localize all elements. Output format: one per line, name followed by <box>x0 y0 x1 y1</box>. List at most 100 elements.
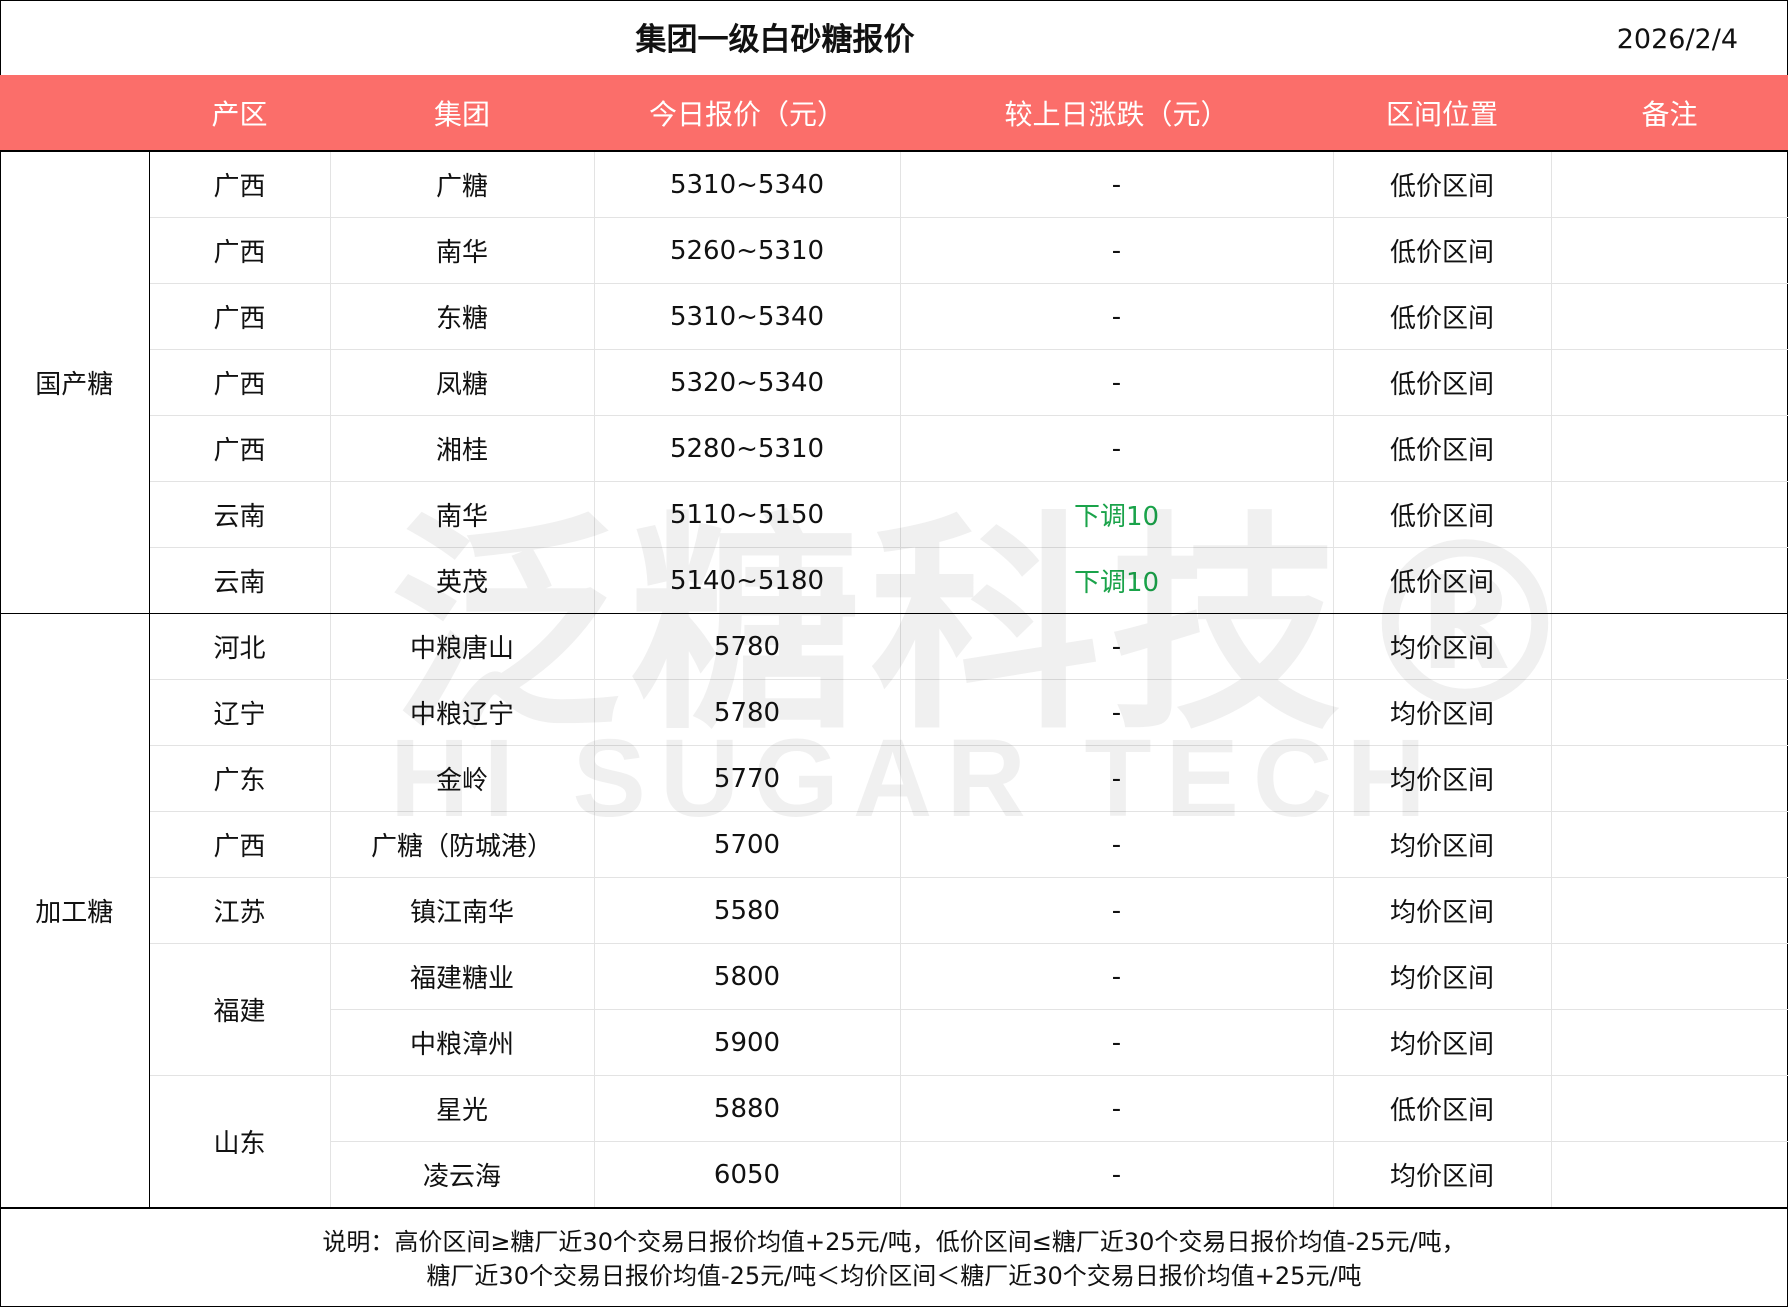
price-cell: 5780 <box>594 613 901 680</box>
note-cell <box>1551 1009 1788 1076</box>
position-cell: 均价区间 <box>1333 877 1552 944</box>
change-cell: - <box>900 415 1334 482</box>
position-cell: 均价区间 <box>1333 943 1552 1010</box>
change-cell: 下调10 <box>900 547 1334 614</box>
table-row: 广西 凤糖 5320~5340- 低价区间 <box>0 349 1788 416</box>
footnote-line1: 说明：高价区间≥糖厂近30个交易日报价均值+25元/吨，低价区间≤糖厂近30个交… <box>322 1227 1466 1256</box>
change-cell: - <box>900 613 1334 680</box>
price-cell: 5280~5310 <box>594 415 901 482</box>
table-row: 广西 南华 5260~5310- 低价区间 <box>0 217 1788 284</box>
note-cell <box>1551 151 1788 218</box>
group-cell: 凤糖 <box>330 349 595 416</box>
date: 2026/2/4 <box>1616 24 1738 55</box>
region-cell: 云南 <box>149 481 331 548</box>
table-row: 云南 南华 5110~5150 下调10 低价区间 <box>0 481 1788 548</box>
table-row: 广东 金岭 5770- 均价区间 <box>0 745 1788 812</box>
header-row: 产区 集团 今日报价（元） 较上日涨跌（元） 区间位置 备注 <box>0 75 1788 152</box>
group-cell: 福建糖业 <box>330 943 595 1010</box>
region-cell: 辽宁 <box>149 679 331 746</box>
position-cell: 均价区间 <box>1333 613 1552 680</box>
position-cell: 低价区间 <box>1333 151 1552 218</box>
group-cell: 中粮辽宁 <box>330 679 595 746</box>
price-cell: 5260~5310 <box>594 217 901 284</box>
position-cell: 低价区间 <box>1333 217 1552 284</box>
table-row: 辽宁 中粮辽宁 5780- 均价区间 <box>0 679 1788 746</box>
position-cell: 低价区间 <box>1333 481 1552 548</box>
region-cell: 广西 <box>149 217 331 284</box>
change-cell: - <box>900 943 1334 1010</box>
region-cell: 广西 <box>149 349 331 416</box>
col-header-position: 区间位置 <box>1333 75 1551 152</box>
region-cell: 福建 <box>149 943 331 1076</box>
price-cell: 5310~5340 <box>594 283 901 350</box>
region-cell: 广西 <box>149 283 331 350</box>
price-cell: 5800 <box>594 943 901 1010</box>
change-cell: - <box>900 679 1334 746</box>
price-cell: 5770 <box>594 745 901 812</box>
position-cell: 低价区间 <box>1333 283 1552 350</box>
footnote: 说明：高价区间≥糖厂近30个交易日报价均值+25元/吨，低价区间≤糖厂近30个交… <box>0 1207 1788 1308</box>
table-row: 云南 英茂 5140~5180 下调10 低价区间 <box>0 547 1788 614</box>
note-cell <box>1551 481 1788 548</box>
region-cell: 广西 <box>149 415 331 482</box>
price-table: 产区 集团 今日报价（元） 较上日涨跌（元） 区间位置 备注 国产糖 广西 广糖 53… <box>0 75 1788 1208</box>
group-cell: 南华 <box>330 481 595 548</box>
table-row: 江苏 镇江南华 5580- 均价区间 <box>0 877 1788 944</box>
table-row: 广西 东糖 5310~5340- 低价区间 <box>0 283 1788 350</box>
region-cell: 江苏 <box>149 877 331 944</box>
group-cell: 广糖（防城港） <box>330 811 595 878</box>
table-row: 加工糖 河北 中粮唐山 5780- 均价区间 <box>0 613 1788 1208</box>
position-cell: 低价区间 <box>1333 1075 1552 1142</box>
group-cell: 金岭 <box>330 745 595 812</box>
group-cell: 广糖 <box>330 151 595 218</box>
price-cell: 5880 <box>594 1075 901 1142</box>
change-cell: - <box>900 1075 1334 1142</box>
change-cell: 下调10 <box>900 481 1334 548</box>
price-cell: 5110~5150 <box>594 481 901 548</box>
change-cell: - <box>900 151 1334 218</box>
group-cell: 东糖 <box>330 283 595 350</box>
group-cell: 英茂 <box>330 547 595 614</box>
table-row: 凌云海 6050- 均价区间 <box>0 1141 1788 1208</box>
title-row: 集团一级白砂糖报价 2026/2/4 <box>0 0 1788 75</box>
col-header-note: 备注 <box>1551 75 1788 152</box>
change-cell: - <box>900 349 1334 416</box>
note-cell <box>1551 679 1788 746</box>
group-cell: 镇江南华 <box>330 877 595 944</box>
col-header-price: 今日报价（元） <box>594 75 900 152</box>
page-title: 集团一级白砂糖报价 <box>635 22 915 58</box>
position-cell: 低价区间 <box>1333 415 1552 482</box>
region-cell: 广西 <box>149 151 331 218</box>
group-cell: 星光 <box>330 1075 595 1142</box>
note-cell <box>1551 811 1788 878</box>
table-row: 国产糖 广西 广糖 5310~5340- 低价区间 <box>0 151 1788 614</box>
change-cell: - <box>900 745 1334 812</box>
table-row: 广西 广糖（防城港） 5700- 均价区间 <box>0 811 1788 878</box>
note-cell <box>1551 1141 1788 1208</box>
group-cell: 中粮唐山 <box>330 613 595 680</box>
col-header-region: 产区 <box>149 75 330 152</box>
col-header <box>0 75 149 152</box>
change-cell: - <box>900 217 1334 284</box>
group-cell: 凌云海 <box>330 1141 595 1208</box>
note-cell <box>1551 349 1788 416</box>
note-cell <box>1551 1075 1788 1142</box>
table-row: 福建 福建糖业 5800- 均价区间 <box>0 943 1788 1076</box>
position-cell: 均价区间 <box>1333 1009 1552 1076</box>
position-cell: 低价区间 <box>1333 547 1552 614</box>
note-cell <box>1551 745 1788 812</box>
change-cell: - <box>900 877 1334 944</box>
note-cell <box>1551 943 1788 1010</box>
note-cell <box>1551 613 1788 680</box>
region-cell: 河北 <box>149 613 331 680</box>
table-row: 山东 星光 5880- 低价区间 <box>0 1075 1788 1208</box>
change-cell: - <box>900 283 1334 350</box>
region-cell: 山东 <box>149 1075 331 1208</box>
price-cell: 5140~5180 <box>594 547 901 614</box>
price-cell: 5900 <box>594 1009 901 1076</box>
note-cell <box>1551 217 1788 284</box>
price-cell: 5580 <box>594 877 901 944</box>
price-cell: 6050 <box>594 1141 901 1208</box>
position-cell: 低价区间 <box>1333 349 1552 416</box>
price-cell: 5320~5340 <box>594 349 901 416</box>
